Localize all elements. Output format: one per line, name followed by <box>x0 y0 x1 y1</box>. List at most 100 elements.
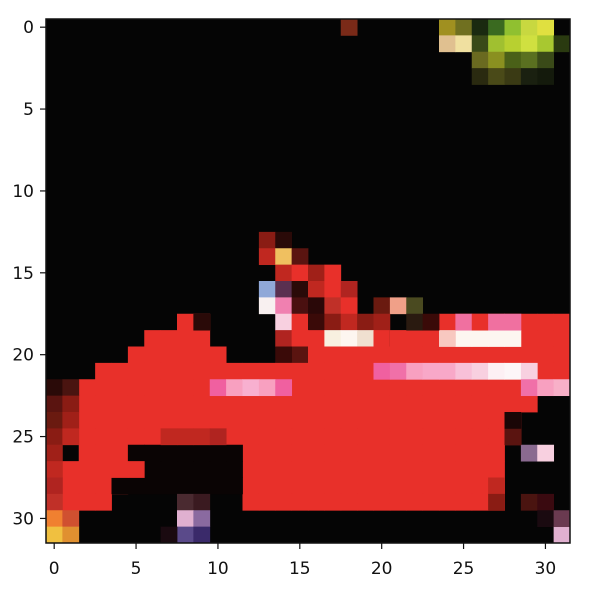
windshield-pixel <box>275 248 293 266</box>
car-body-pixel <box>357 362 374 380</box>
car-body-pixel <box>324 461 342 478</box>
car-body-pixel <box>275 461 293 478</box>
car-body-pixel <box>357 379 374 397</box>
car-body-pixel <box>520 395 538 413</box>
car-body-pixel <box>422 330 440 347</box>
wheel-well-pixel <box>144 477 162 495</box>
car-body-pixel <box>308 346 325 364</box>
car-body-pixel <box>439 395 456 413</box>
car-body-pixel <box>177 412 194 429</box>
car-body-pixel <box>62 477 80 495</box>
car-body-pixel <box>537 313 555 331</box>
car-body-pixel <box>340 379 358 397</box>
car-body-pixel <box>455 493 473 511</box>
car-highlight-pixel <box>406 313 424 331</box>
chrome-pixel <box>209 379 227 397</box>
car-body-pixel <box>422 412 440 429</box>
car-body-pixel <box>488 395 505 413</box>
car-body-pixel <box>324 395 342 413</box>
car-shadow-pixel <box>46 526 63 544</box>
car-highlight-pixel <box>439 330 456 347</box>
wheel-pixel <box>177 493 194 511</box>
car-body-pixel <box>439 346 456 364</box>
foliage-pixel <box>537 68 555 85</box>
wheel-well-pixel <box>209 477 227 495</box>
windshield-pixel <box>324 297 342 315</box>
windshield-pixel <box>291 281 309 298</box>
wheel-well-pixel <box>127 444 145 462</box>
x-tick-label: 20 <box>371 559 393 579</box>
foliage-pixel <box>520 51 538 69</box>
foliage-pixel <box>471 35 489 53</box>
car-body-pixel <box>520 330 538 347</box>
car-body-pixel <box>95 379 112 397</box>
car-body-pixel <box>144 362 162 380</box>
car-body-pixel <box>111 461 129 478</box>
wheel-pixel <box>193 510 211 528</box>
car-body-pixel <box>406 477 424 495</box>
car-body-pixel <box>504 395 522 413</box>
car-body-pixel <box>406 330 424 347</box>
wheel-pixel <box>553 526 571 544</box>
windshield-pixel <box>275 313 293 331</box>
x-tick-label: 30 <box>535 559 557 579</box>
wheel-well-pixel <box>193 444 211 462</box>
car-body-pixel <box>193 395 211 413</box>
y-tick-label: 30 <box>12 509 34 529</box>
car-body-pixel <box>488 461 505 478</box>
car-body-pixel <box>324 362 342 380</box>
car-highlight-pixel <box>422 313 440 331</box>
car-body-pixel <box>78 444 96 462</box>
car-body-pixel <box>95 395 112 413</box>
foliage-pixel <box>439 19 456 36</box>
car-body-pixel <box>258 444 276 462</box>
car-body-pixel <box>226 428 243 446</box>
car-body-pixel <box>406 461 424 478</box>
car-body-pixel <box>406 428 424 446</box>
car-body-pixel <box>111 395 129 413</box>
y-tick-label: 15 <box>12 264 34 284</box>
windshield-pixel <box>258 281 276 298</box>
windshield-pixel <box>258 297 276 315</box>
car-body-pixel <box>389 461 407 478</box>
car-body-pixel <box>422 461 440 478</box>
car-body-pixel <box>127 362 145 380</box>
y-tick-label: 5 <box>23 100 34 120</box>
car-body-pixel <box>373 444 391 462</box>
car-highlight-pixel <box>504 313 522 331</box>
foliage-pixel <box>504 19 522 36</box>
windshield-pixel <box>340 330 358 347</box>
car-body-pixel <box>242 493 260 511</box>
car-body-pixel <box>373 428 391 446</box>
foliage-pixel <box>537 51 555 69</box>
car-body-pixel <box>406 493 424 511</box>
foliage-pixel <box>504 68 522 85</box>
car-body-pixel <box>242 444 260 462</box>
car-body-pixel <box>275 412 293 429</box>
car-highlight-pixel <box>455 313 473 331</box>
car-body-pixel <box>373 493 391 511</box>
car-body-pixel <box>127 461 145 478</box>
windshield-pixel <box>308 297 325 315</box>
chrome-pixel <box>504 362 522 380</box>
x-tick-label: 15 <box>289 559 311 579</box>
car-body-pixel <box>324 428 342 446</box>
car-body-pixel <box>439 477 456 495</box>
car-body-pixel <box>406 412 424 429</box>
car-body-pixel <box>406 346 424 364</box>
car-body-pixel <box>242 461 260 478</box>
wheel-well-pixel <box>177 461 194 478</box>
foliage-pixel <box>520 35 538 53</box>
y-tick-label: 10 <box>12 182 34 202</box>
foliage-pixel <box>340 19 358 36</box>
car-highlight-pixel <box>504 330 522 347</box>
car-body-pixel <box>160 395 178 413</box>
wheel-well-pixel <box>177 444 194 462</box>
wheel-well-pixel <box>160 444 178 462</box>
car-body-pixel <box>455 428 473 446</box>
car-body-pixel <box>389 444 407 462</box>
chrome-pixel <box>389 362 407 380</box>
car-body-pixel <box>439 379 456 397</box>
car-highlight-pixel <box>488 330 505 347</box>
car-body-pixel <box>520 313 538 331</box>
